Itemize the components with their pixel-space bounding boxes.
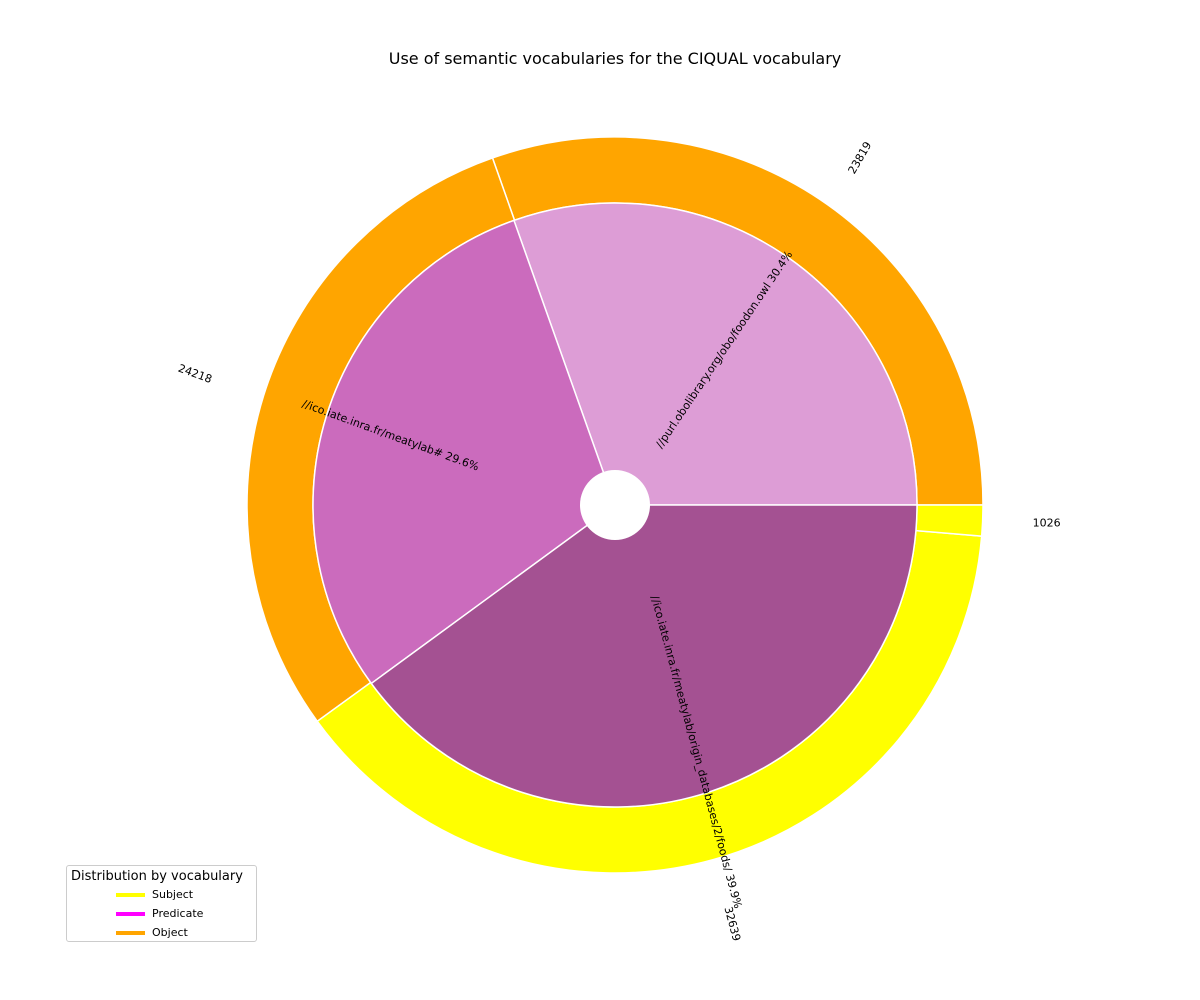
legend-item-subject: Subject [67, 885, 256, 904]
inner-ring [312, 202, 918, 808]
legend-label-object: Object [152, 926, 188, 939]
legend-item-object: Object [67, 923, 256, 942]
inner-slice-0 [512, 202, 918, 506]
count-label-0: 23819 [846, 139, 875, 176]
legend-label-predicate: Predicate [152, 907, 204, 920]
center-hole [580, 470, 650, 540]
legend-swatch-subject [116, 892, 145, 897]
outer-segment-3 [915, 504, 984, 537]
chart-title: Use of semantic vocabularies for the CIQ… [389, 49, 842, 68]
legend: Distribution by vocabulary Subject Predi… [66, 865, 257, 942]
legend-title: Distribution by vocabulary [71, 869, 243, 884]
count-label-2: 32639 [721, 905, 743, 942]
legend-swatch-object [116, 930, 145, 935]
outer-ring [246, 136, 984, 874]
count-label-3: 1026 [1033, 516, 1061, 529]
legend-item-predicate: Predicate [67, 904, 256, 923]
legend-swatch-predicate [116, 911, 145, 916]
count-label-1: 24218 [176, 362, 213, 386]
inner-slice-2 [370, 504, 918, 808]
inner-slice-1 [312, 219, 616, 685]
legend-label-subject: Subject [152, 888, 194, 901]
